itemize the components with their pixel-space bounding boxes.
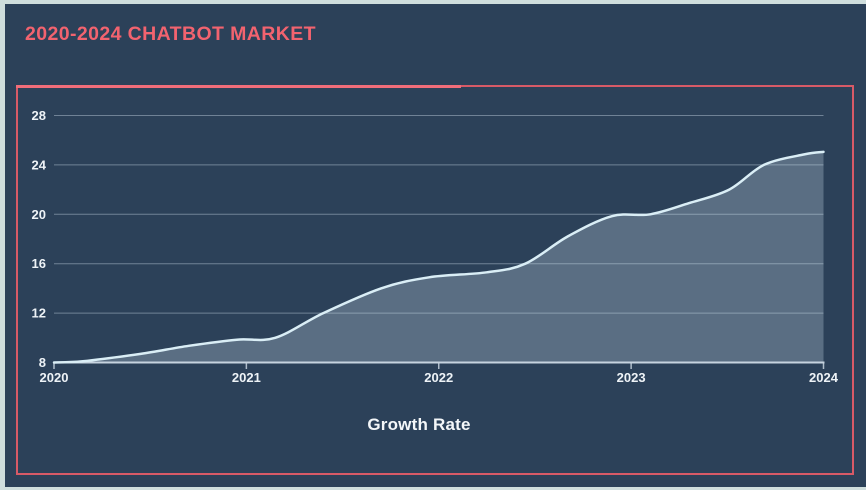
svg-text:2021: 2021 — [232, 370, 261, 385]
svg-text:2022: 2022 — [424, 370, 453, 385]
chart-frame-border — [16, 85, 854, 475]
svg-text:28: 28 — [32, 108, 46, 123]
svg-text:2020: 2020 — [40, 370, 69, 385]
svg-text:8: 8 — [39, 355, 46, 370]
svg-text:24: 24 — [32, 157, 47, 172]
svg-text:12: 12 — [32, 306, 46, 321]
frame-top-highlight — [16, 85, 461, 88]
svg-text:16: 16 — [32, 256, 46, 271]
page-title: 2020-2024 CHATBOT MARKET — [25, 23, 316, 45]
x-axis-label: Growth Rate — [367, 415, 471, 434]
svg-text:2024: 2024 — [809, 370, 839, 385]
svg-text:20: 20 — [32, 207, 46, 222]
app-background — [5, 4, 866, 487]
svg-text:2023: 2023 — [617, 370, 646, 385]
